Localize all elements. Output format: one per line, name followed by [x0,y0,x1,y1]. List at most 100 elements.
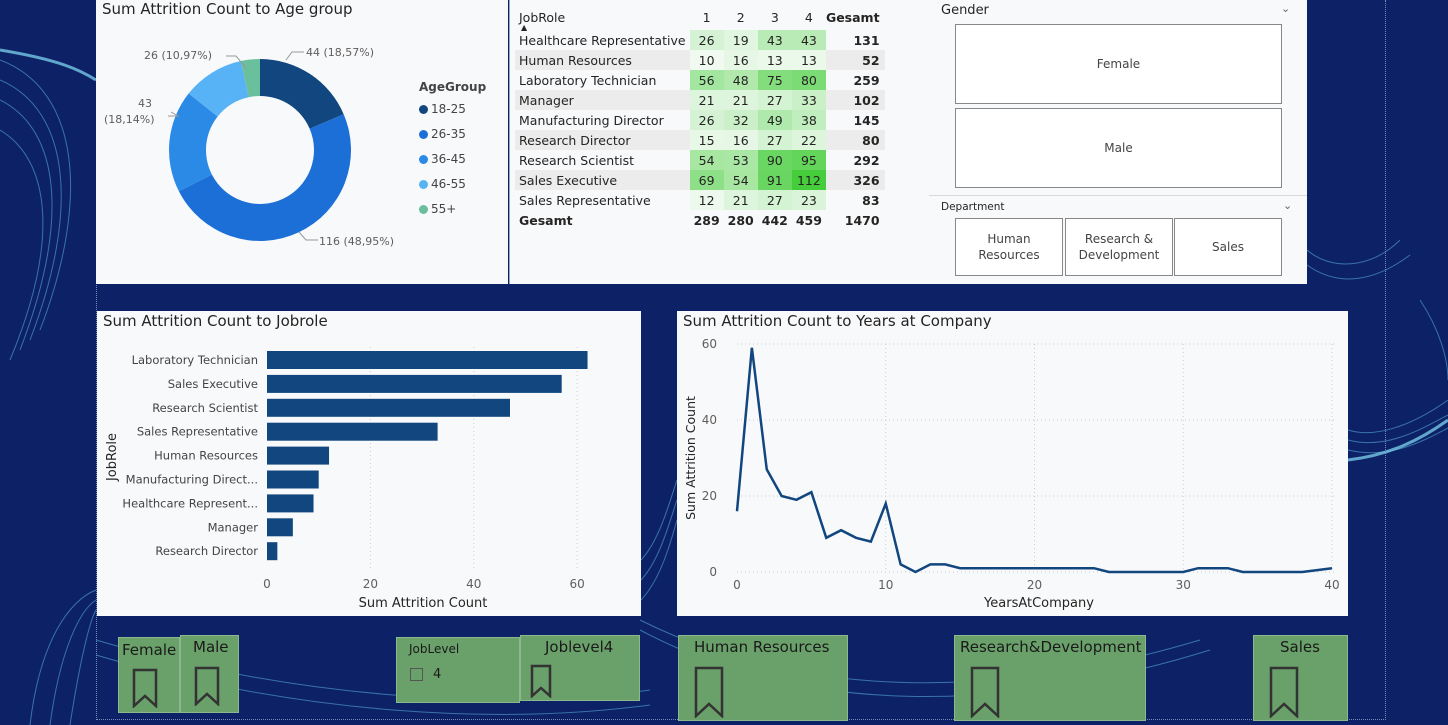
bar-category-label: Sales Representative [137,425,258,439]
line-y-tick: 60 [702,337,717,351]
bookmark-male-label: Male [193,638,229,656]
matrix-column-total: 280 [727,212,754,228]
matrix-row[interactable]: Laboratory Technician 56 48 75 80 259 [515,70,885,90]
donut-label-36-45-percent: (18,14%) [104,113,155,126]
department-option-human-resources[interactable]: Human Resources [955,218,1063,276]
bar-mark[interactable] [267,374,562,393]
matrix-row[interactable]: Research Director 15 16 27 22 80 [515,130,885,150]
legend-dot [419,179,428,189]
years-at-company-line-visual[interactable]: Sum Attrition Count to Years at Company … [677,311,1348,616]
matrix-header-col-1[interactable]: 1 [702,9,711,25]
bar-mark[interactable] [267,518,293,537]
bar-x-tick: 20 [363,577,378,591]
bookmark-icon [194,666,220,706]
matrix-row[interactable]: Research Scientist 54 53 90 95 292 [515,150,885,170]
department-option-sales[interactable]: Sales [1174,218,1282,276]
department-option-research-development[interactable]: Research & Development [1065,218,1173,276]
matrix-row-total: 259 [853,72,880,88]
bookmark-rd-label: Research&Development [960,638,1142,656]
matrix-cell: 21 [689,90,724,110]
jobrole-bar-visual[interactable]: Sum Attrition Count to Jobrole 0 20 40 60 La… [97,311,641,616]
legend-label: 46-55 [431,177,466,191]
donut-slice-55+[interactable] [240,59,260,98]
matrix-cell: 112 [791,170,826,190]
donut-slice-36-45[interactable] [169,93,218,192]
gender-option-male[interactable]: Male [955,108,1282,188]
bar-title: Sum Attrition Count to Jobrole [103,312,328,330]
legend-item-26-35[interactable]: 26-35 [419,127,466,141]
matrix-table: JobRole ▲ 1 2 3 4 Gesamt Healthcare Repre… [515,4,885,230]
bar-mark[interactable] [267,398,510,417]
matrix-row-label: Research Director [515,130,690,150]
matrix-row[interactable]: Manager 21 21 27 33 102 [515,90,885,110]
line-y-tick: 0 [709,565,717,579]
age-group-donut-visual[interactable]: Sum Attrition Count to Age group 44 (18,… [96,0,508,284]
line-title: Sum Attrition Count to Years at Company [683,312,992,330]
matrix-header-col-2[interactable]: 2 [736,9,745,25]
legend-item-46-55[interactable]: 46-55 [419,177,466,191]
donut-slice-18-25[interactable] [260,59,344,129]
joblevel-checkbox[interactable] [410,668,423,681]
bookmark-male-button[interactable]: Male [180,635,239,713]
bookmark-research-development-button[interactable]: Research&Development [954,635,1146,721]
bar-mark[interactable] [267,494,314,513]
matrix-row[interactable]: Sales Executive 69 54 91 112 326 [515,170,885,190]
bookmark-human-resources-button[interactable]: Human Resources [678,635,848,721]
donut-chart[interactable] [96,0,508,284]
matrix-row-total: 80 [825,130,885,150]
matrix-header-col-4[interactable]: 4 [804,9,813,25]
legend-item-18-25[interactable]: 18-25 [419,102,466,116]
matrix-header-col-3[interactable]: 3 [770,9,779,25]
matrix-row-total: 52 [825,50,885,70]
matrix-header-jobrole[interactable]: JobRole ▲ [515,4,690,33]
matrix-column-total: 442 [761,212,788,228]
bookmark-icon [970,666,1000,718]
matrix-row-total: 102 [825,90,885,110]
donut-slice-26-35[interactable] [178,114,351,242]
matrix-cell: 38 [791,110,826,130]
bar-mark[interactable] [267,542,278,561]
bookmark-sales-button[interactable]: Sales [1253,635,1348,721]
bookmark-joblevel4-button[interactable]: Joblevel4 [520,635,640,701]
legend-item-55-plus[interactable]: 55+ [419,202,456,216]
matrix-row[interactable]: Human Resources 10 16 13 13 52 [515,50,885,70]
matrix-row-label: Sales Executive [515,170,690,190]
chevron-down-icon[interactable]: ⌄ [1281,2,1291,15]
line-x-axis-title: YearsAtCompany [983,596,1094,611]
gender-option-female[interactable]: Female [955,24,1282,104]
matrix-cell: 91 [757,170,792,190]
legend-label: 26-35 [431,127,466,141]
bar-mark[interactable] [267,351,588,369]
donut-leader-line [168,111,180,117]
matrix-header-total[interactable]: Gesamt [825,9,880,25]
slicer-divider [929,195,1307,196]
jobrole-joblevel-matrix-visual[interactable]: JobRole ▲ 1 2 3 4 Gesamt Healthcare Repre… [509,0,929,284]
matrix-cell: 69 [689,170,724,190]
donut-title: Sum Attrition Count to Age group [102,0,353,18]
matrix-row[interactable]: Manufacturing Director 26 32 49 38 145 [515,110,885,130]
bookmark-female-button[interactable]: Female [118,637,180,713]
joblevel-slicer[interactable]: JobLevel 4 [396,637,520,703]
matrix-row-total: 145 [853,112,880,128]
bar-category-label: Healthcare Represent... [122,496,258,510]
matrix-cell: 16 [723,130,758,150]
matrix-row[interactable]: Healthcare Representative 26 19 43 43 131 [515,30,885,50]
bar-mark[interactable] [267,422,438,441]
bar-category-label: Laboratory Technician [132,353,258,367]
bar-mark[interactable] [267,446,330,465]
chevron-down-icon[interactable]: ⌄ [1283,199,1293,212]
matrix-cell: 13 [791,50,826,70]
matrix-cell: 27 [757,130,792,150]
matrix-row[interactable]: Sales Representative 12 21 27 23 83 [515,190,885,210]
matrix-cell: 48 [723,70,758,90]
line-series[interactable] [735,347,1333,574]
matrix-cell: 21 [723,190,758,210]
donut-slice-46-55[interactable] [188,61,249,117]
matrix-cell: 53 [723,150,758,170]
bookmark-joblevel4-label: Joblevel4 [545,638,614,656]
legend-item-36-45[interactable]: 36-45 [419,152,466,166]
bar-mark[interactable] [267,470,319,489]
matrix-row-label: Manager [515,90,690,110]
bar-chart[interactable]: 0 20 40 60 Laboratory Technician Sales Execut… [97,311,641,616]
